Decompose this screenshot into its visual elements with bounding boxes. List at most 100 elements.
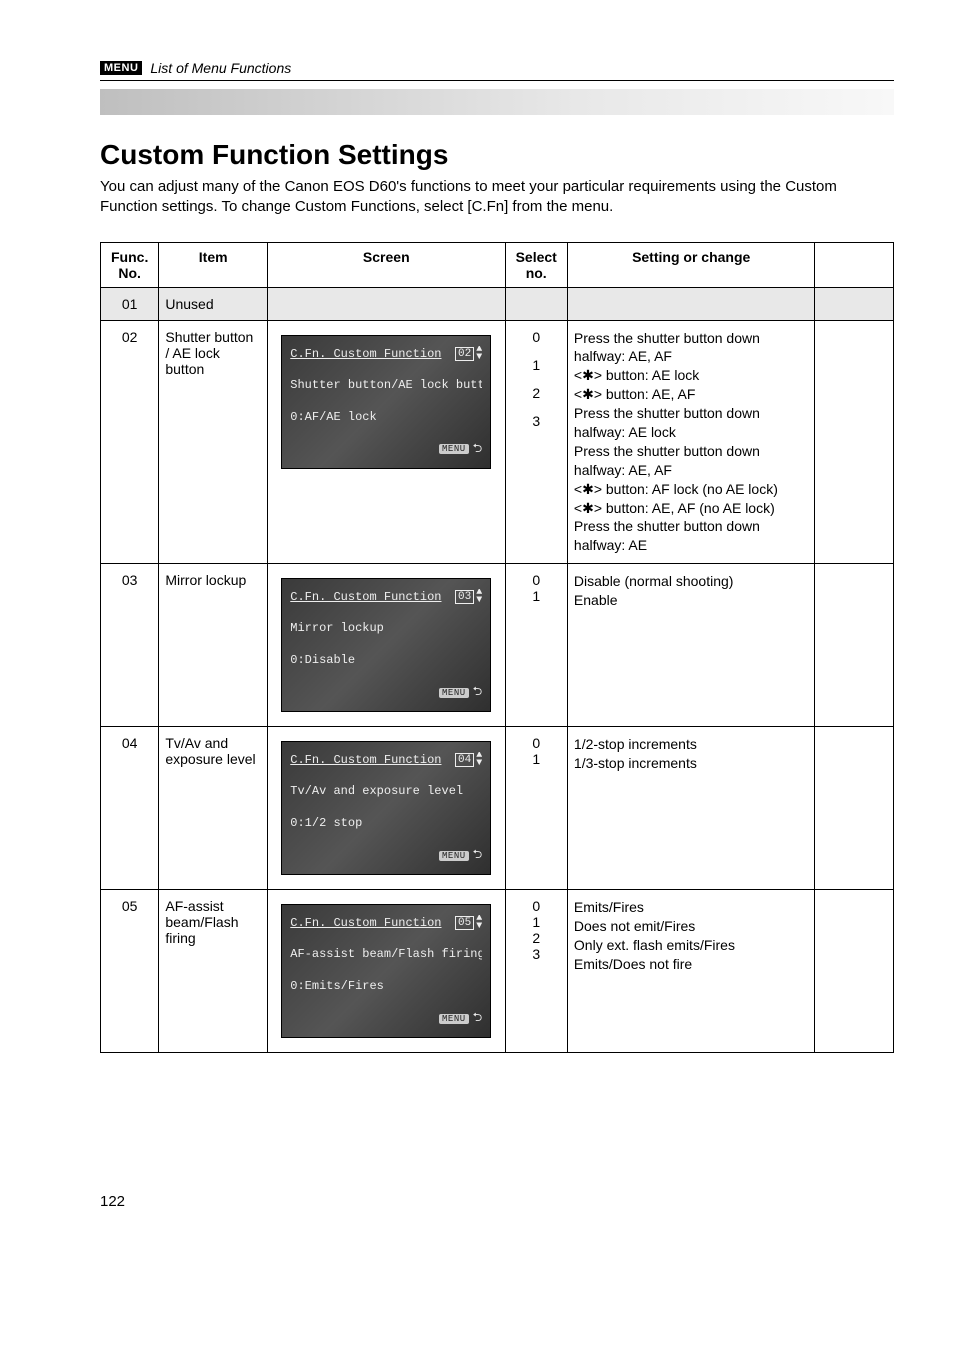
- table-header-row: Func. No. Item Screen Select no. Setting…: [101, 242, 894, 287]
- select-no: 2: [512, 385, 561, 401]
- cell-screen: [268, 287, 505, 320]
- select-no: 0: [512, 329, 561, 345]
- setting-line: Emits/Fires: [574, 898, 809, 917]
- lcd-label: C.Fn. Custom Function: [290, 916, 441, 930]
- cell-blank: [815, 287, 894, 320]
- cell-setting: [567, 287, 815, 320]
- cell-blank: [815, 727, 894, 890]
- setting-line: Press the shutter button down halfway: A…: [574, 404, 809, 442]
- lcd-number: 03: [455, 590, 474, 604]
- cell-func: 01: [101, 287, 159, 320]
- select-no: 0: [512, 735, 561, 751]
- col-func: Func. No.: [101, 242, 159, 287]
- col-blank: [815, 242, 894, 287]
- cell-func: 03: [101, 564, 159, 727]
- setting-line: Enable: [574, 591, 809, 610]
- gradient-bar: [100, 89, 894, 115]
- cell-select: 0 1 2 3: [505, 890, 567, 1053]
- select-no: 3: [512, 946, 561, 962]
- lcd-screen: C.Fn. Custom Function 02 ▲▼ Shutter butt…: [281, 335, 491, 469]
- setting-line: <✱> button: AE, AF: [574, 385, 809, 404]
- table-row: 04 Tv/Av and exposure level C.Fn. Custom…: [101, 727, 894, 890]
- updown-icon: ▲▼: [476, 589, 482, 605]
- cell-select: 0 1: [505, 564, 567, 727]
- setting-line: 1/3-stop increments: [574, 754, 809, 773]
- setting-line: Only ext. flash emits/Fires: [574, 936, 809, 955]
- lcd-screen: C.Fn. Custom Function 03 ▲▼ Mirror locku…: [281, 578, 491, 712]
- lcd-line3: 0:AF/AE lock: [290, 410, 482, 424]
- lcd-label: C.Fn. Custom Function: [290, 753, 441, 767]
- cell-blank: [815, 564, 894, 727]
- updown-icon: ▲▼: [476, 346, 482, 362]
- lcd-line3: 0:1/2 stop: [290, 816, 482, 830]
- breadcrumb-text: List of Menu Functions: [150, 60, 291, 76]
- cell-select: [505, 287, 567, 320]
- cell-func: 02: [101, 320, 159, 564]
- lcd-line3: 0:Emits/Fires: [290, 979, 482, 993]
- lcd-number: 05: [455, 916, 474, 930]
- lcd-screen: C.Fn. Custom Function 05 ▲▼ AF-assist be…: [281, 904, 491, 1038]
- lcd-line2: Tv/Av and exposure level: [290, 784, 482, 798]
- col-select: Select no.: [505, 242, 567, 287]
- cell-setting: Press the shutter button down halfway: A…: [567, 320, 815, 564]
- cell-func: 05: [101, 890, 159, 1053]
- select-no: 0: [512, 898, 561, 914]
- setting-line: <✱> button: AF lock (no AE lock): [574, 480, 809, 499]
- select-no: 1: [512, 914, 561, 930]
- table-row: 01 Unused: [101, 287, 894, 320]
- cell-screen: C.Fn. Custom Function 05 ▲▼ AF-assist be…: [268, 890, 505, 1053]
- cell-setting: 1/2-stop increments 1/3-stop increments: [567, 727, 815, 890]
- select-no: 2: [512, 930, 561, 946]
- lcd-label: C.Fn. Custom Function: [290, 347, 441, 361]
- lcd-label: C.Fn. Custom Function: [290, 590, 441, 604]
- updown-icon: ▲▼: [476, 915, 482, 931]
- col-setting: Setting or change: [567, 242, 815, 287]
- lcd-line2: AF-assist beam/Flash firing: [290, 947, 482, 961]
- cell-select: 0 1 2 3: [505, 320, 567, 564]
- lcd-menu-chip: MENU: [439, 688, 469, 698]
- select-no: 3: [512, 413, 561, 429]
- lcd-number: 04: [455, 753, 474, 767]
- cell-setting: Emits/Fires Does not emit/Fires Only ext…: [567, 890, 815, 1053]
- lcd-line2: Mirror lockup: [290, 621, 482, 635]
- setting-line: Press the shutter button down halfway: A…: [574, 517, 809, 555]
- back-arrow-icon: ⮌: [473, 845, 483, 866]
- setting-line: Press the shutter button down halfway: A…: [574, 329, 809, 367]
- setting-line: Disable (normal shooting): [574, 572, 809, 591]
- setting-line: Does not emit/Fires: [574, 917, 809, 936]
- custom-function-table: Func. No. Item Screen Select no. Setting…: [100, 242, 894, 1054]
- table-row: 02 Shutter button / AE lock button C.Fn.…: [101, 320, 894, 564]
- select-no: 1: [512, 588, 561, 604]
- cell-item: Tv/Av and exposure level: [159, 727, 268, 890]
- select-no: 1: [512, 357, 561, 373]
- page-title: Custom Function Settings: [100, 139, 894, 171]
- cell-screen: C.Fn. Custom Function 04 ▲▼ Tv/Av and ex…: [268, 727, 505, 890]
- lcd-menu-chip: MENU: [439, 444, 469, 454]
- cell-func: 04: [101, 727, 159, 890]
- page: MENU List of Menu Functions Custom Funct…: [0, 0, 954, 1250]
- cell-item: AF-assist beam/Flash firing: [159, 890, 268, 1053]
- cell-screen: C.Fn. Custom Function 02 ▲▼ Shutter butt…: [268, 320, 505, 564]
- cell-item: Shutter button / AE lock button: [159, 320, 268, 564]
- breadcrumb: MENU List of Menu Functions: [100, 60, 894, 81]
- col-screen: Screen: [268, 242, 505, 287]
- table-row: 03 Mirror lockup C.Fn. Custom Function 0…: [101, 564, 894, 727]
- table-row: 05 AF-assist beam/Flash firing C.Fn. Cus…: [101, 890, 894, 1053]
- back-arrow-icon: ⮌: [473, 1008, 483, 1029]
- setting-line: Press the shutter button down halfway: A…: [574, 442, 809, 480]
- cell-setting: Disable (normal shooting) Enable: [567, 564, 815, 727]
- cell-screen: C.Fn. Custom Function 03 ▲▼ Mirror locku…: [268, 564, 505, 727]
- lcd-menu-chip: MENU: [439, 851, 469, 861]
- lcd-menu-chip: MENU: [439, 1014, 469, 1024]
- select-no: 0: [512, 572, 561, 588]
- cell-blank: [815, 890, 894, 1053]
- back-arrow-icon: ⮌: [473, 682, 483, 703]
- intro-text: You can adjust many of the Canon EOS D60…: [100, 177, 860, 218]
- updown-icon: ▲▼: [476, 752, 482, 768]
- lcd-screen: C.Fn. Custom Function 04 ▲▼ Tv/Av and ex…: [281, 741, 491, 875]
- cell-item: Mirror lockup: [159, 564, 268, 727]
- lcd-number: 02: [455, 347, 474, 361]
- col-item: Item: [159, 242, 268, 287]
- menu-badge-icon: MENU: [100, 61, 142, 75]
- page-number: 122: [100, 1193, 894, 1210]
